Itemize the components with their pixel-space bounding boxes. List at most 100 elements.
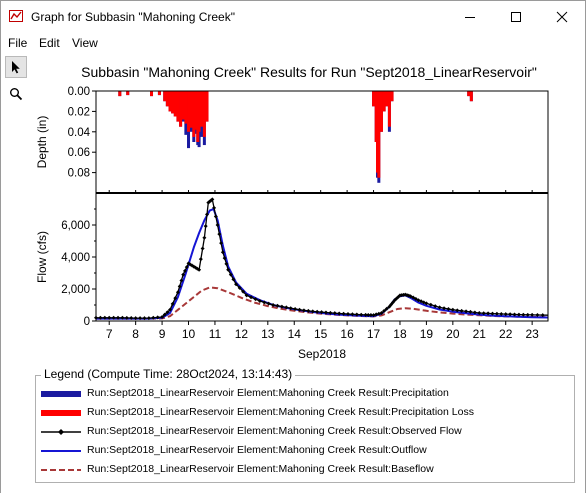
flow-xtick-label: 12 bbox=[235, 327, 249, 341]
flow-xtick-label: 18 bbox=[393, 327, 407, 341]
precipitation-loss-bar bbox=[205, 91, 209, 122]
precipitation-loss-bar bbox=[126, 91, 130, 96]
precipitation-loss-bar bbox=[168, 91, 172, 112]
observed-flow-marker bbox=[220, 250, 225, 255]
baseflow-line bbox=[96, 286, 549, 320]
precipitation-loss-bar bbox=[176, 91, 180, 122]
observed-flow-marker bbox=[297, 307, 302, 312]
flow-xtick-label: 8 bbox=[132, 327, 139, 341]
observed-flow-marker bbox=[184, 265, 189, 270]
observed-flow-marker bbox=[450, 307, 455, 312]
observed-flow-marker bbox=[459, 308, 464, 313]
observed-flow-marker bbox=[257, 299, 262, 303]
observed-flow-marker bbox=[124, 315, 129, 320]
close-icon bbox=[556, 11, 568, 23]
precipitation-loss-bar bbox=[179, 91, 183, 127]
observed-flow-marker bbox=[437, 305, 442, 310]
flow-ytick-label: 6,000 bbox=[61, 220, 90, 232]
observed-flow-marker bbox=[319, 310, 324, 315]
precipitation-loss-bar bbox=[192, 91, 196, 137]
flow-xtick-label: 7 bbox=[106, 327, 113, 341]
legend-item-precipitation-loss: Run:Sept2018_LinearReservoir Element:Mah… bbox=[41, 404, 571, 422]
maximize-icon bbox=[511, 12, 521, 22]
precipitation-loss-bar bbox=[387, 91, 391, 127]
observed-flow-marker bbox=[503, 312, 508, 317]
observed-flow-marker bbox=[202, 235, 207, 240]
flow-xtick-label: 16 bbox=[340, 327, 354, 341]
precipitation-loss-bar bbox=[184, 91, 188, 124]
precipitation-loss-bar bbox=[118, 91, 122, 97]
observed-flow-marker bbox=[133, 316, 138, 321]
observed-flow-marker bbox=[217, 232, 222, 237]
observed-flow-marker bbox=[521, 312, 526, 317]
legend-label-outflow: Run:Sept2018_LinearReservoir Element:Mah… bbox=[87, 444, 427, 456]
depth-plot-area bbox=[96, 91, 548, 193]
legend-item-baseflow: Run:Sept2018_LinearReservoir Element:Mah… bbox=[41, 461, 571, 479]
observed-flow-marker bbox=[231, 277, 236, 282]
observed-flow-marker bbox=[535, 313, 540, 318]
observed-flow-marker bbox=[328, 310, 333, 315]
precipitation-loss-bar bbox=[189, 91, 193, 128]
observed-flow-marker bbox=[306, 308, 311, 313]
minimize-button[interactable] bbox=[447, 1, 493, 33]
pointer-tool-button[interactable] bbox=[5, 56, 27, 78]
observed-flow-marker bbox=[116, 315, 121, 320]
flow-xtick-label: 22 bbox=[499, 327, 513, 341]
flow-xtick-label: 10 bbox=[182, 327, 196, 341]
observed-flow-marker bbox=[525, 312, 530, 317]
observed-flow-marker bbox=[516, 312, 521, 317]
flow-xtick-label: 17 bbox=[367, 327, 381, 341]
menu-edit[interactable]: Edit bbox=[39, 36, 60, 50]
observed-flow-marker bbox=[363, 312, 368, 317]
results-chart[interactable]: 0.00 0.02 0.04 0.06 0.08 Depth (in) 0 2,000 4,00… bbox=[1, 1, 586, 371]
observed-flow-marker bbox=[301, 308, 306, 313]
flow-ytick-label: 0 bbox=[84, 316, 90, 328]
observed-flow-marker bbox=[540, 313, 545, 318]
observed-flow-marker bbox=[477, 311, 482, 315]
observed-flow-marker bbox=[368, 313, 373, 318]
observed-flow-marker bbox=[341, 311, 346, 316]
observed-flow-marker bbox=[162, 312, 167, 317]
observed-flow-marker bbox=[486, 311, 491, 316]
observed-flow-marker bbox=[384, 306, 389, 311]
legend-swatch-observed-flow bbox=[41, 429, 81, 435]
observed-flow-marker bbox=[170, 301, 175, 306]
window-title: Graph for Subbasin "Mahoning Creek" bbox=[31, 10, 235, 24]
flow-xtick-label: 11 bbox=[209, 327, 222, 341]
observed-flow-marker bbox=[173, 296, 178, 301]
legend-swatch-precipitation bbox=[41, 391, 81, 397]
maximize-button[interactable] bbox=[493, 1, 539, 33]
observed-flow-marker bbox=[181, 272, 186, 277]
flow-plot-area bbox=[96, 193, 548, 321]
observed-flow-marker bbox=[168, 307, 173, 312]
flow-xtick-label: 19 bbox=[420, 327, 434, 341]
observed-flow-marker bbox=[219, 241, 224, 246]
observed-flow-marker bbox=[337, 311, 342, 316]
precipitation-loss-bar bbox=[187, 91, 191, 132]
observed-flow-marker bbox=[160, 315, 165, 319]
precipitation-loss-bar bbox=[379, 91, 383, 132]
flow-xtick-label: 21 bbox=[473, 327, 487, 341]
legend-label-precipitation-loss: Run:Sept2018_LinearReservoir Element:Mah… bbox=[87, 406, 474, 418]
close-button[interactable] bbox=[539, 1, 585, 33]
zoom-tool-button[interactable] bbox=[5, 83, 27, 105]
observed-flow-marker bbox=[508, 312, 513, 317]
observed-flow-marker bbox=[288, 306, 293, 311]
legend-label-precipitation: Run:Sept2018_LinearReservoir Element:Mah… bbox=[87, 387, 449, 399]
legend-label-baseflow: Run:Sept2018_LinearReservoir Element:Mah… bbox=[87, 463, 434, 475]
menu-view[interactable]: View bbox=[72, 36, 98, 50]
precipitation-loss-bar bbox=[202, 91, 206, 137]
title-bar[interactable]: Graph for Subbasin "Mahoning Creek" bbox=[1, 1, 585, 33]
menu-file[interactable]: File bbox=[8, 36, 28, 50]
observed-flow-marker bbox=[315, 309, 320, 314]
observed-flow-marker bbox=[146, 316, 151, 321]
observed-flow-marker bbox=[175, 290, 180, 295]
observed-flow-marker bbox=[293, 307, 298, 311]
observed-flow-marker bbox=[200, 246, 205, 251]
observed-flow-marker bbox=[323, 310, 328, 315]
flow-axis-label: Flow (cfs) bbox=[35, 231, 49, 283]
observed-flow-marker bbox=[237, 285, 242, 290]
observed-flow-marker bbox=[107, 315, 112, 320]
legend-swatch-baseflow bbox=[41, 469, 81, 471]
observed-flow-marker bbox=[275, 303, 280, 308]
